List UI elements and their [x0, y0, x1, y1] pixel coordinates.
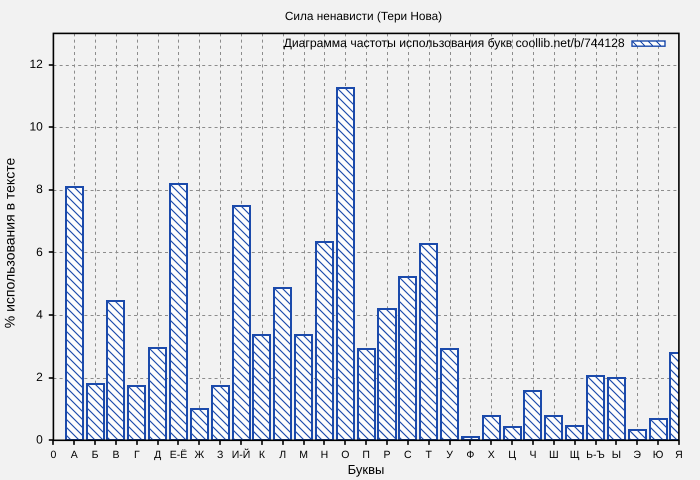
svg-text:А: А: [71, 449, 78, 461]
svg-text:И-Й: И-Й: [232, 448, 251, 461]
svg-text:Ц: Ц: [508, 449, 516, 461]
svg-text:О: О: [341, 449, 349, 461]
svg-text:У: У: [446, 449, 453, 461]
svg-text:М: М: [299, 449, 308, 461]
svg-text:Ш: Ш: [549, 449, 559, 461]
svg-text:Сила ненависти (Тери Нова): Сила ненависти (Тери Нова): [285, 9, 442, 23]
svg-text:Буквы: Буквы: [348, 462, 385, 477]
svg-text:12: 12: [29, 57, 43, 71]
svg-text:Х: Х: [488, 449, 495, 461]
svg-text:Е-Ё: Е-Ё: [170, 449, 188, 461]
svg-text:Ч: Ч: [529, 449, 536, 461]
svg-text:С: С: [404, 449, 412, 461]
svg-text:Б: Б: [92, 449, 99, 461]
svg-text:К: К: [259, 449, 266, 461]
svg-text:4: 4: [36, 307, 43, 321]
svg-text:6: 6: [36, 245, 43, 259]
svg-text:Я: Я: [675, 449, 683, 461]
svg-text:8: 8: [36, 182, 43, 196]
svg-text:Р: Р: [383, 449, 390, 461]
svg-text:Ж: Ж: [194, 449, 204, 461]
svg-text:Ю: Ю: [653, 449, 664, 461]
svg-text:Щ: Щ: [570, 449, 580, 461]
svg-text:2: 2: [36, 370, 43, 384]
svg-text:Л: Л: [279, 449, 286, 461]
svg-text:Т: Т: [425, 449, 432, 461]
svg-text:Н: Н: [321, 449, 329, 461]
svg-text:Г: Г: [134, 449, 140, 461]
svg-text:В: В: [112, 449, 119, 461]
svg-text:10: 10: [29, 120, 43, 134]
svg-text:З: З: [217, 449, 223, 461]
svg-text:% использования в тексте: % использования в тексте: [2, 158, 18, 329]
svg-text:Д: Д: [154, 449, 161, 461]
svg-text:Ь-Ъ: Ь-Ъ: [586, 449, 605, 461]
svg-text:Диаграмма частоты использовани: Диаграмма частоты использования букв coo…: [284, 36, 625, 50]
svg-text:Ф: Ф: [466, 449, 474, 461]
svg-text:Ы: Ы: [612, 449, 621, 461]
svg-text:0: 0: [50, 449, 56, 461]
svg-text:Э: Э: [633, 449, 641, 461]
svg-text:0: 0: [36, 433, 43, 447]
svg-text:П: П: [362, 449, 370, 461]
